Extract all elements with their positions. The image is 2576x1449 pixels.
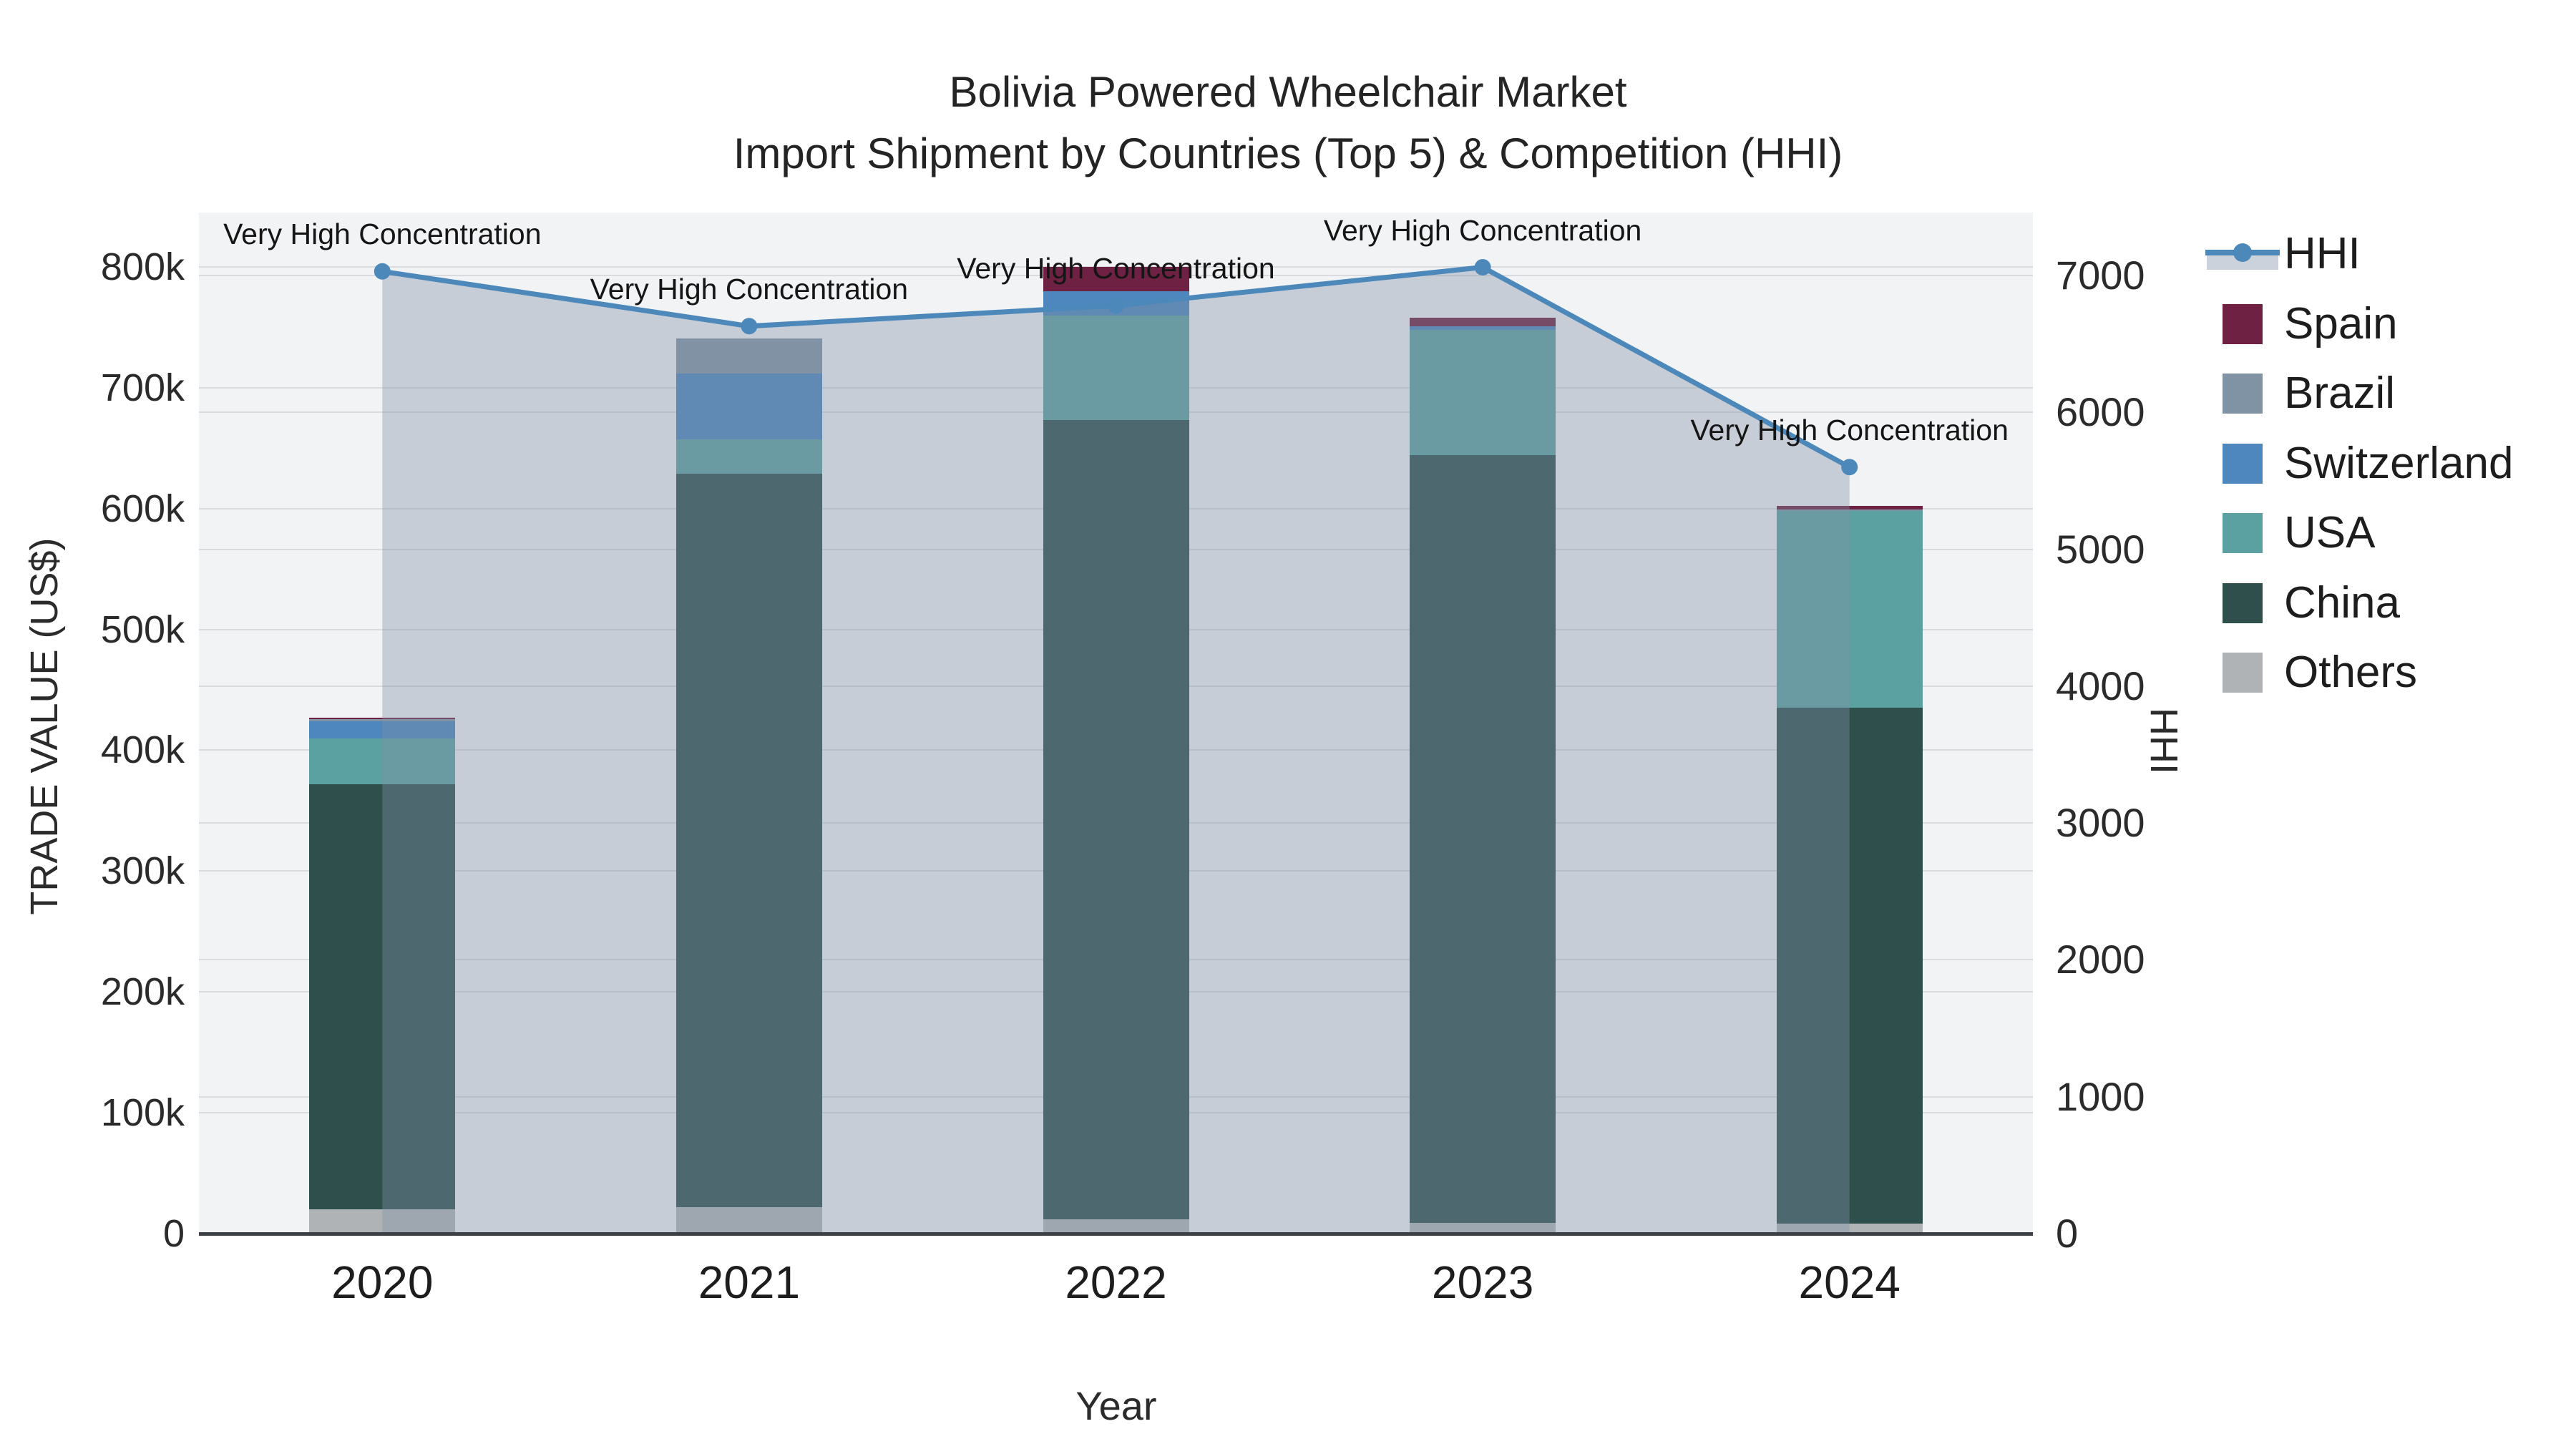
bar-segment-others-2024[interactable] bbox=[1776, 1224, 1923, 1234]
bar-segment-usa-2021[interactable] bbox=[675, 439, 822, 474]
annotation-2024: Very High Concentration bbox=[1690, 413, 2009, 447]
bar-segment-others-2020[interactable] bbox=[309, 1209, 456, 1234]
y2-tick-4000: 4000 bbox=[2056, 663, 2145, 708]
bar-segment-spain-2020[interactable] bbox=[309, 717, 456, 719]
bar-segment-china-2024[interactable] bbox=[1776, 708, 1923, 1224]
bar-segment-usa-2024[interactable] bbox=[1776, 511, 1923, 708]
hhi-marker-2023[interactable] bbox=[1474, 259, 1491, 276]
y-tick-800k: 800k bbox=[100, 245, 185, 288]
legend-item-spain[interactable]: Spain bbox=[2202, 299, 2575, 349]
hhi-marker-2022[interactable] bbox=[1108, 297, 1124, 314]
legend-item-usa[interactable]: USA bbox=[2202, 508, 2575, 558]
legend-label-usa: USA bbox=[2284, 508, 2376, 557]
bar-segment-others-2023[interactable] bbox=[1410, 1222, 1556, 1234]
x-axis-line bbox=[199, 1232, 2033, 1236]
annotation-2021: Very High Concentration bbox=[590, 272, 909, 306]
bar-segment-switzerland-2020[interactable] bbox=[309, 721, 456, 738]
hhi-legend-line-icon bbox=[2202, 231, 2283, 277]
legend-item-brazil[interactable]: Brazil bbox=[2202, 369, 2575, 419]
chart-title: Bolivia Powered Wheelchair Market Import… bbox=[0, 62, 2576, 185]
legend-label-others: Others bbox=[2284, 648, 2418, 697]
y-axis-title: TRADE VALUE (US$) bbox=[23, 537, 66, 915]
legend-label-spain: Spain bbox=[2284, 298, 2398, 348]
legend-swatch-china bbox=[2223, 582, 2263, 623]
bar-segment-usa-2023[interactable] bbox=[1410, 329, 1556, 456]
legend-label-brazil: Brazil bbox=[2284, 369, 2396, 418]
legend-label-china: China bbox=[2284, 577, 2400, 628]
bar-segment-others-2021[interactable] bbox=[675, 1206, 822, 1234]
y-tick-400k: 400k bbox=[100, 728, 185, 772]
hhi-area-fill bbox=[382, 267, 1850, 1234]
y2-tick-3000: 3000 bbox=[2056, 800, 2145, 846]
bar-segment-brazil-2020[interactable] bbox=[309, 718, 456, 721]
y-tick-300k: 300k bbox=[100, 849, 185, 893]
legend-item-others[interactable]: Others bbox=[2202, 648, 2575, 698]
chart-title-line2: Import Shipment by Countries (Top 5) & C… bbox=[733, 130, 1843, 177]
y2-tick-1000: 1000 bbox=[2056, 1073, 2145, 1119]
hhi-marker-2020[interactable] bbox=[374, 263, 391, 280]
legend-swatch-spain bbox=[2223, 303, 2263, 344]
x-tick-2020: 2020 bbox=[331, 1257, 434, 1308]
hhi-marker-2024[interactable] bbox=[1841, 459, 1858, 476]
chart-title-line1: Bolivia Powered Wheelchair Market bbox=[949, 68, 1627, 116]
legend-swatch-others bbox=[2223, 653, 2263, 693]
plot-area[interactable]: Very High Concentration Very High Concent… bbox=[199, 213, 2033, 1234]
bar-segment-others-2022[interactable] bbox=[1043, 1219, 1189, 1234]
y-tick-600k: 600k bbox=[100, 487, 185, 530]
y2-tick-5000: 5000 bbox=[2056, 526, 2145, 572]
x-tick-2023: 2023 bbox=[1431, 1257, 1534, 1308]
bar-segment-usa-2022[interactable] bbox=[1043, 315, 1189, 421]
legend-item-hhi[interactable]: HHI bbox=[2202, 229, 2575, 279]
bar-segment-spain-2022[interactable] bbox=[1043, 266, 1189, 291]
legend-swatch-brazil bbox=[2223, 374, 2263, 414]
bar-segment-china-2022[interactable] bbox=[1043, 420, 1189, 1219]
bar-segment-spain-2023[interactable] bbox=[1410, 317, 1556, 326]
bar-segment-china-2020[interactable] bbox=[309, 784, 456, 1210]
bar-segment-brazil-2024[interactable] bbox=[1776, 509, 1923, 512]
y2-tick-7000: 7000 bbox=[2056, 252, 2145, 298]
bar-segment-usa-2020[interactable] bbox=[309, 738, 456, 784]
y-tick-200k: 200k bbox=[100, 970, 185, 1014]
bar-segment-spain-2024[interactable] bbox=[1776, 506, 1923, 510]
x-tick-2024: 2024 bbox=[1798, 1257, 1901, 1308]
legend-label-hhi: HHI bbox=[2284, 229, 2361, 278]
bar-segment-china-2021[interactable] bbox=[675, 473, 822, 1207]
annotation-2022: Very High Concentration bbox=[957, 252, 1275, 286]
hhi-marker-2021[interactable] bbox=[741, 318, 758, 335]
hhi-line-layer bbox=[374, 259, 1858, 1234]
bar-segment-switzerland-2021[interactable] bbox=[675, 373, 822, 440]
x-axis-title: Year bbox=[1075, 1383, 1157, 1428]
bar-segment-switzerland-2023[interactable] bbox=[1410, 326, 1556, 330]
x-tick-2021: 2021 bbox=[698, 1257, 801, 1308]
legend-swatch-switzerland bbox=[2223, 443, 2263, 484]
y-tick-100k: 100k bbox=[100, 1091, 185, 1135]
y-tick-500k: 500k bbox=[100, 608, 185, 651]
y-tick-0: 0 bbox=[162, 1212, 185, 1255]
legend-item-china[interactable]: China bbox=[2202, 578, 2575, 628]
annotation-2020: Very High Concentration bbox=[223, 218, 542, 251]
y-tick-700k: 700k bbox=[100, 366, 185, 409]
y2-axis-title: HHI bbox=[2142, 707, 2185, 774]
bar-segment-china-2023[interactable] bbox=[1410, 455, 1556, 1223]
annotation-2023: Very High Concentration bbox=[1323, 213, 1642, 247]
bar-segment-brazil-2021[interactable] bbox=[675, 338, 822, 374]
legend-swatch-usa bbox=[2223, 513, 2263, 553]
y2-tick-2000: 2000 bbox=[2056, 937, 2145, 982]
legend-label-switzerland: Switzerland bbox=[2284, 438, 2514, 488]
legend-item-switzerland[interactable]: Switzerland bbox=[2202, 439, 2575, 489]
x-tick-2022: 2022 bbox=[1065, 1257, 1167, 1308]
y2-tick-6000: 6000 bbox=[2056, 389, 2145, 435]
y2-tick-0: 0 bbox=[2056, 1211, 2079, 1256]
